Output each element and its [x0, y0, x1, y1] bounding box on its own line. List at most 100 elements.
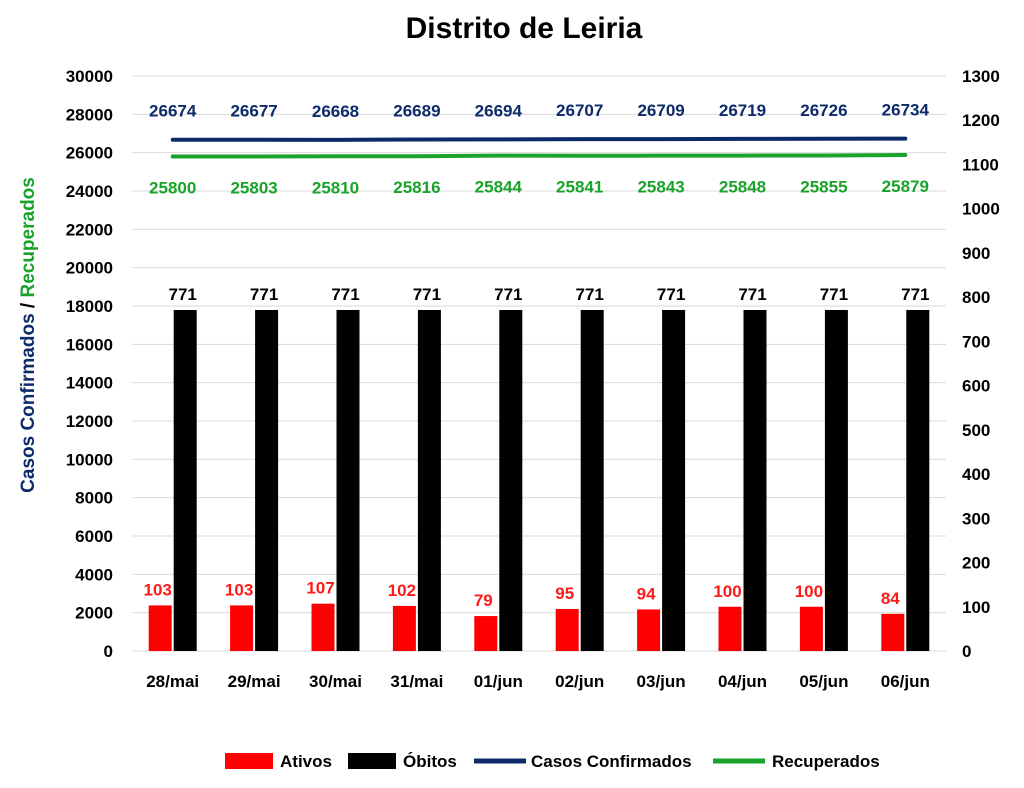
left-tick-label: 6000 — [75, 527, 113, 546]
data-label-ativos: 103 — [225, 580, 253, 599]
data-label-casos-confirmados: 26674 — [149, 102, 197, 121]
data-label-óbitos: 771 — [413, 285, 441, 304]
bar-óbitos — [906, 309, 930, 651]
data-label-ativos: 100 — [795, 582, 823, 601]
right-tick-label: 800 — [962, 288, 990, 307]
right-tick-label: 1000 — [962, 200, 1000, 219]
line-casos-confirmados — [170, 136, 908, 142]
legend-label-casos-confirmados: Casos Confirmados — [531, 752, 692, 771]
bar-óbitos — [173, 309, 197, 651]
x-tick-label: 04/jun — [718, 672, 767, 691]
chart-title: Distrito de Leiria — [406, 12, 643, 45]
left-tick-label: 12000 — [66, 412, 113, 431]
x-tick-label: 30/mai — [309, 672, 362, 691]
bar-ativos — [148, 605, 172, 651]
bar-óbitos — [580, 309, 604, 651]
left-tick-label: 30000 — [66, 67, 113, 86]
data-label-ativos: 95 — [555, 584, 574, 603]
left-tick-label: 20000 — [66, 259, 113, 278]
data-label-óbitos: 771 — [576, 285, 604, 304]
left-tick-label: 14000 — [66, 374, 113, 393]
legend-label-óbitos: Óbitos — [403, 752, 457, 771]
data-label-ativos: 79 — [474, 591, 493, 610]
data-label-recuperados: 25844 — [475, 178, 523, 197]
data-label-óbitos: 771 — [738, 285, 766, 304]
data-label-recuperados: 25810 — [312, 178, 359, 197]
data-label-ativos: 84 — [881, 589, 900, 608]
data-label-óbitos: 771 — [901, 285, 929, 304]
left-tick-label: 10000 — [66, 450, 113, 469]
data-label-casos-confirmados: 26668 — [312, 102, 359, 121]
data-label-óbitos: 771 — [820, 285, 848, 304]
data-label-ativos: 103 — [144, 580, 172, 599]
series-lines — [170, 136, 908, 159]
data-label-casos-confirmados: 26689 — [393, 101, 440, 120]
x-axis-ticks: 28/mai 29/mai 30/mai 31/mai 01/jun 02/jun 03/j… — [146, 672, 930, 691]
data-label-ativos: 94 — [637, 584, 656, 603]
bars — [148, 309, 930, 651]
data-label-ativos: 102 — [388, 581, 416, 600]
left-tick-label: 28000 — [66, 105, 113, 124]
left-tick-label: 22000 — [66, 220, 113, 239]
left-tick-label: 18000 — [66, 297, 113, 316]
legend: Ativos Óbitos Casos Confirmados Recuperados — [225, 752, 880, 771]
data-label-recuperados: 25848 — [719, 178, 766, 197]
data-label-recuperados: 25803 — [230, 178, 277, 197]
x-tick-label: 03/jun — [637, 672, 686, 691]
right-tick-label: 1300 — [962, 67, 1000, 86]
right-tick-label: 100 — [962, 598, 990, 617]
grid-lines — [132, 75, 946, 652]
legend-swatch-óbitos — [348, 753, 396, 769]
left-tick-label: 8000 — [75, 489, 113, 508]
legend-label-recuperados: Recuperados — [772, 752, 880, 771]
x-tick-label: 02/jun — [555, 672, 604, 691]
data-label-casos-confirmados: 26707 — [556, 101, 603, 120]
right-tick-label: 500 — [962, 421, 990, 440]
data-label-casos-confirmados: 26734 — [882, 101, 930, 120]
y-axis-label-part-recovered: Recuperados — [18, 177, 39, 297]
bar-óbitos — [662, 309, 686, 651]
y-axis-label-part-confirmed: Casos Confirmados — [18, 313, 39, 492]
bar-óbitos — [499, 309, 523, 651]
right-tick-label: 200 — [962, 554, 990, 573]
x-tick-label: 01/jun — [474, 672, 523, 691]
right-axis-ticks: 0 100 200 300 400 500 600 700 800 900 1000 1100 1200… — [962, 67, 1000, 661]
bar-ativos — [230, 605, 254, 651]
right-tick-label: 600 — [962, 377, 990, 396]
left-tick-label: 0 — [104, 642, 113, 661]
left-tick-label: 26000 — [66, 144, 113, 163]
data-label-casos-confirmados: 26709 — [637, 101, 684, 120]
bar-óbitos — [255, 309, 279, 651]
left-tick-label: 4000 — [75, 565, 113, 584]
x-tick-label: 28/mai — [146, 672, 199, 691]
bar-óbitos — [336, 309, 360, 651]
right-tick-label: 300 — [962, 509, 990, 528]
data-label-recuperados: 25816 — [393, 178, 440, 197]
data-label-recuperados: 25879 — [882, 177, 929, 196]
right-tick-label: 700 — [962, 332, 990, 351]
bar-ativos — [799, 606, 823, 651]
data-label-óbitos: 771 — [250, 285, 278, 304]
bar-ativos — [555, 608, 579, 651]
bar-ativos — [311, 603, 335, 651]
line-recuperados — [170, 152, 908, 159]
data-label-casos-confirmados: 26677 — [230, 102, 277, 121]
left-tick-label: 24000 — [66, 182, 113, 201]
y-axis-label-left: Casos Confirmados / Recuperados — [18, 177, 39, 493]
right-tick-label: 1200 — [962, 111, 1000, 130]
data-label-recuperados: 25855 — [800, 177, 847, 196]
bar-ativos — [392, 605, 416, 651]
data-label-casos-confirmados: 26694 — [475, 101, 523, 120]
bar-óbitos — [743, 309, 767, 651]
bar-ativos — [881, 613, 905, 651]
bar-ativos — [718, 606, 742, 651]
left-axis-ticks: 0 2000 4000 6000 8000 10000 12000 14000 16000 180… — [66, 67, 113, 661]
y-axis-label-separator: / — [18, 298, 39, 314]
bar-óbitos — [824, 309, 848, 651]
data-label-óbitos: 771 — [657, 285, 685, 304]
left-tick-label: 16000 — [66, 335, 113, 354]
data-label-óbitos: 771 — [169, 285, 197, 304]
data-label-recuperados: 25841 — [556, 178, 603, 197]
x-tick-label: 05/jun — [799, 672, 848, 691]
